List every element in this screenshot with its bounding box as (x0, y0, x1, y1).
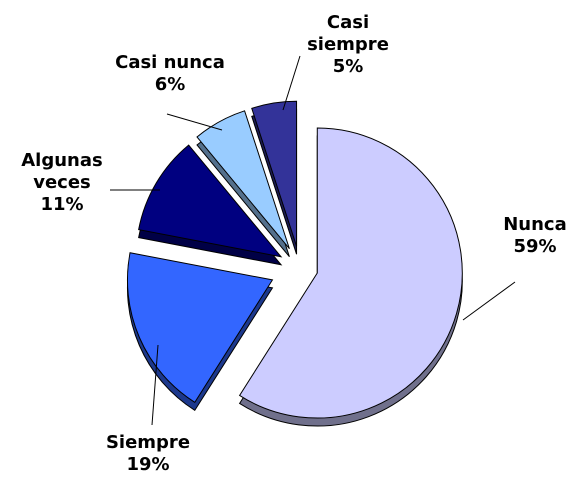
leader-line (151, 344, 159, 426)
leader-line (462, 281, 516, 321)
label-text: Siempre (105, 432, 191, 453)
label-text: 59% (513, 236, 557, 257)
slice-label: Casi siempre 5% (293, 12, 403, 78)
slice (196, 110, 290, 250)
label-text: Casi siempre (307, 12, 389, 55)
slice (126, 252, 274, 404)
label-text: 5% (332, 56, 364, 77)
leader-line (282, 55, 301, 111)
slice-label: Siempre 19% (88, 432, 208, 476)
slice (238, 127, 463, 419)
label-text: Algunas veces (21, 150, 103, 193)
slice-label: Algunas veces 11% (12, 150, 112, 216)
slice (251, 100, 298, 247)
slice (138, 144, 283, 258)
label-text: Nunca (503, 214, 567, 235)
label-text: 11% (40, 194, 84, 215)
slice-label: Nunca 59% (490, 214, 575, 258)
leader-line (166, 113, 223, 131)
label-text: 6% (154, 74, 186, 95)
label-text: Casi nunca (115, 52, 225, 73)
label-text: 19% (126, 454, 170, 475)
slice-label: Casi nunca 6% (90, 52, 250, 96)
